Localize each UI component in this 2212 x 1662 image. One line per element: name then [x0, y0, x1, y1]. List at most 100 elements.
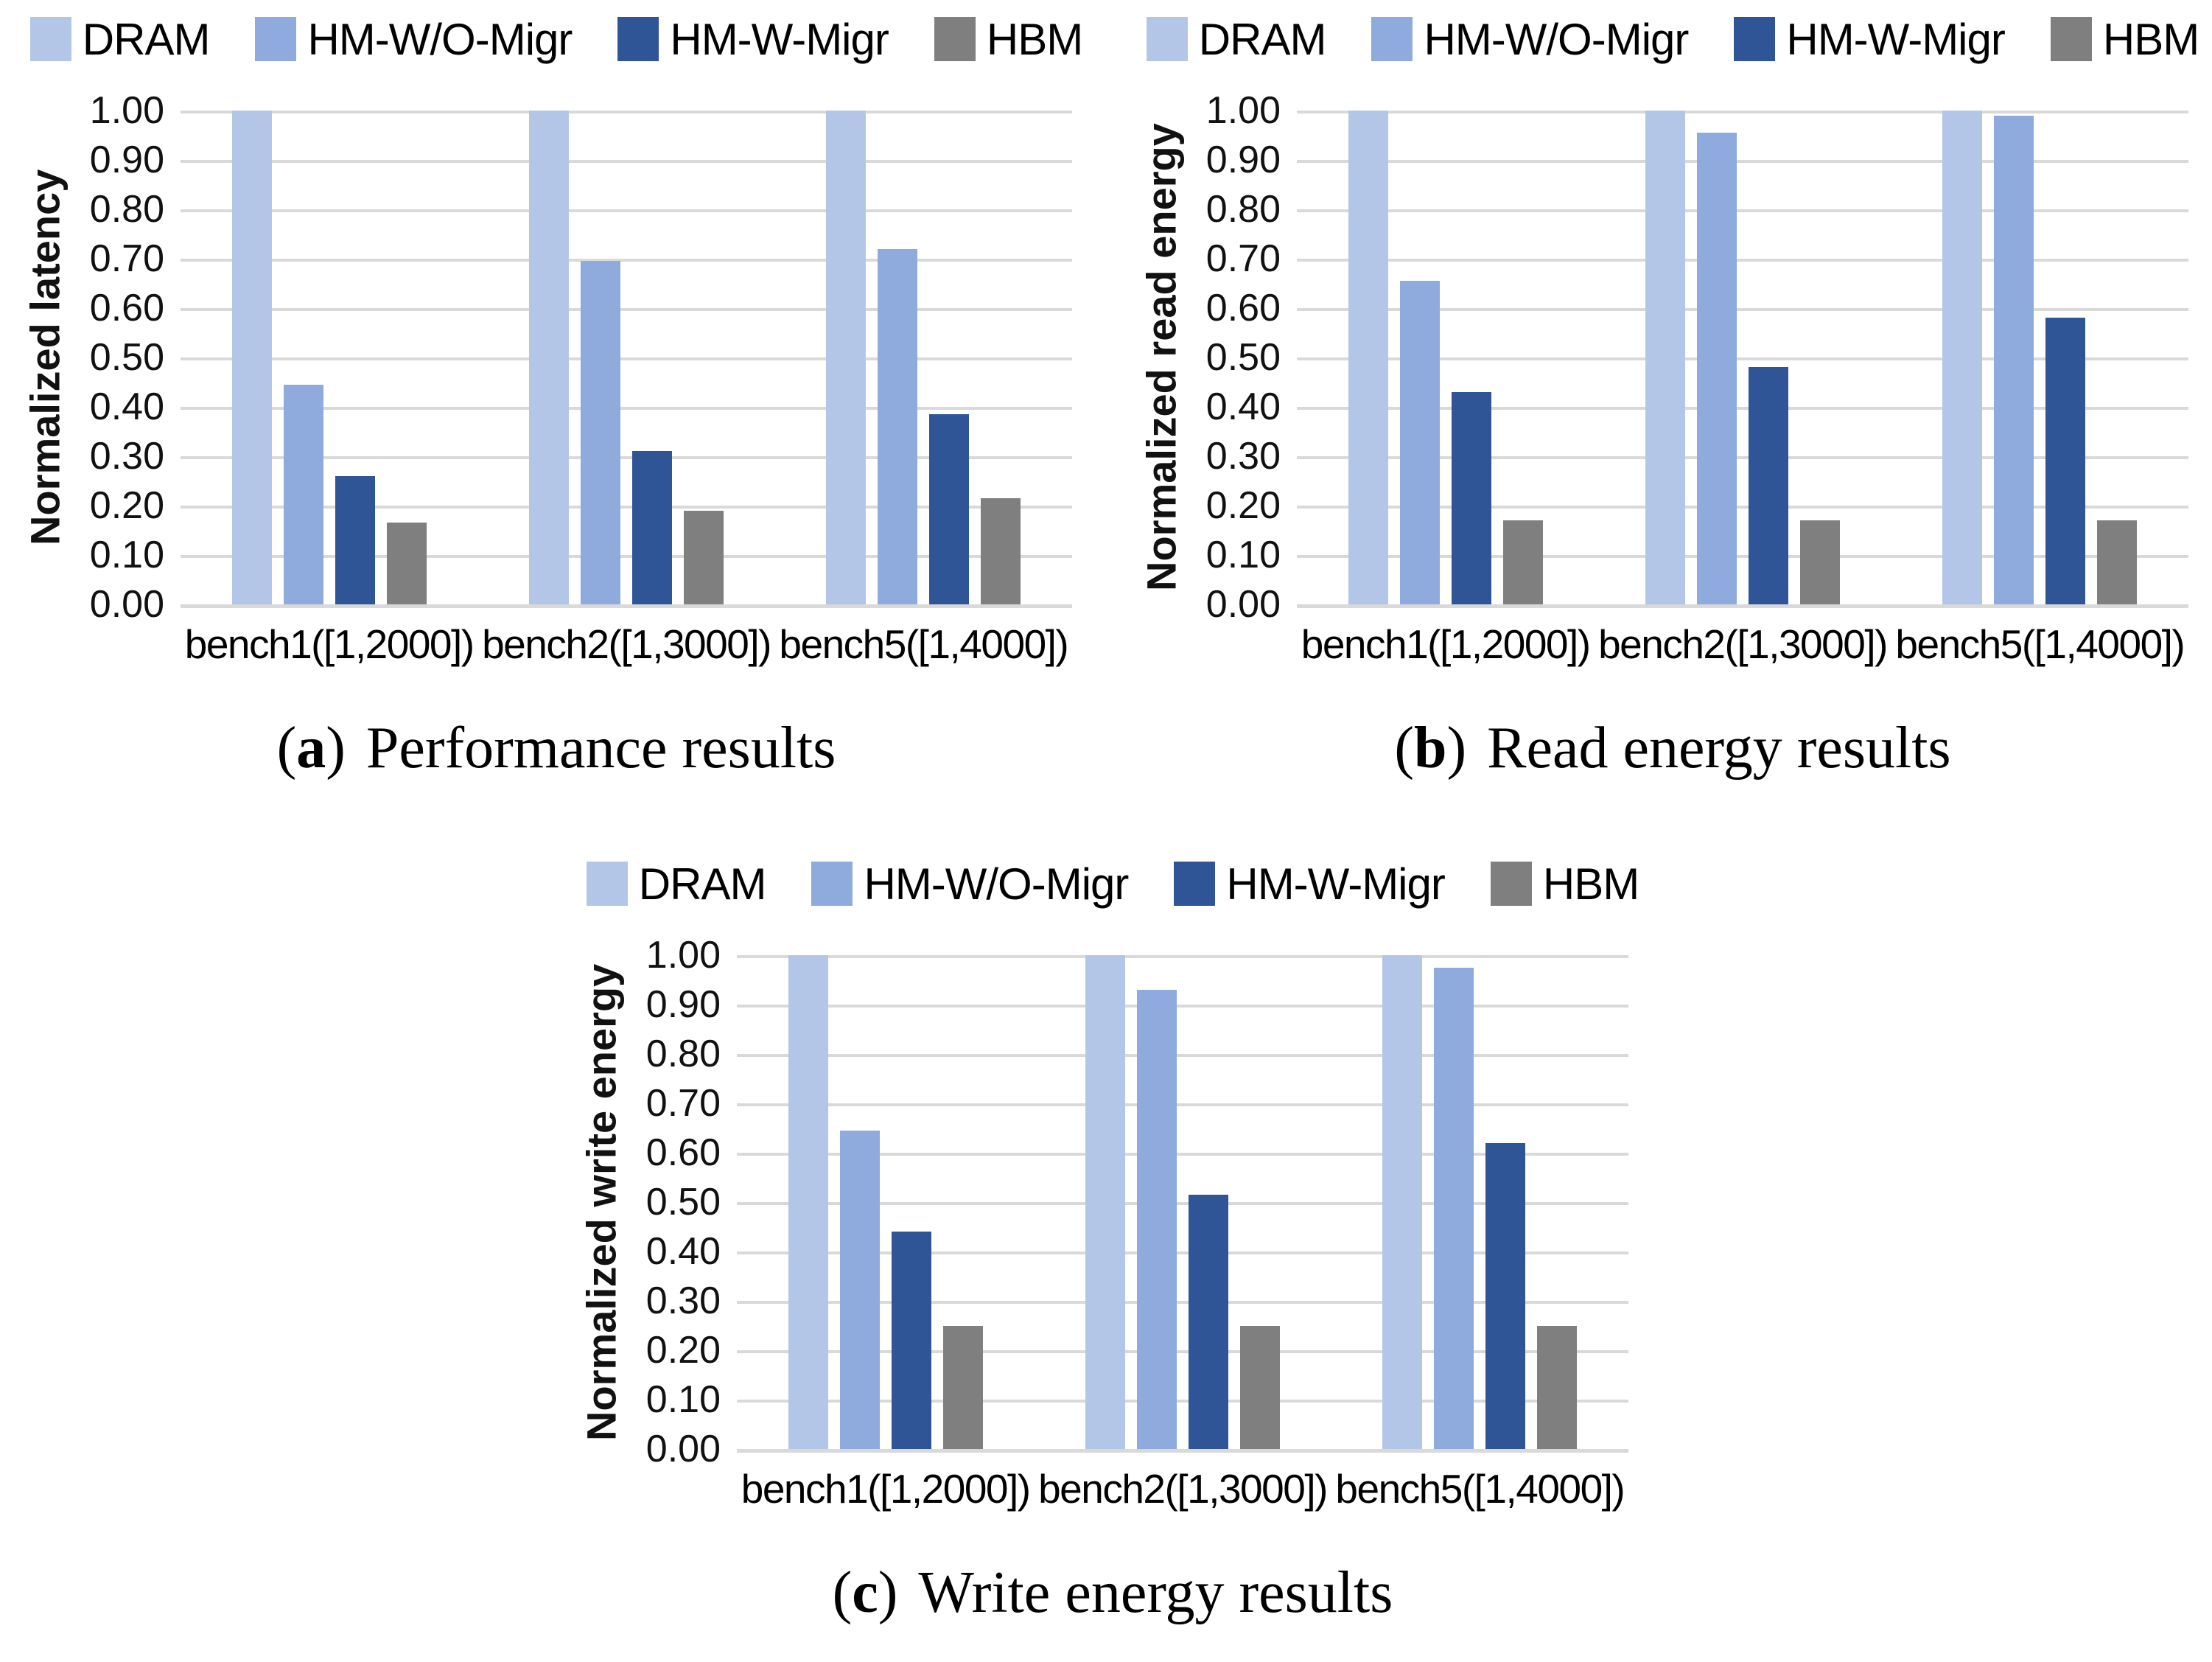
bar-hm-w/o-migr: [283, 384, 323, 604]
bar-dram: [1348, 111, 1388, 604]
y-tick-label: 0.20: [89, 484, 164, 527]
legend-label: HM-W-Migr: [1226, 859, 1445, 909]
y-tick-label: 0.40: [645, 1230, 721, 1273]
caption-a: (a) Performance results: [11, 715, 1102, 782]
bar-hm-w/o-migr: [1434, 967, 1474, 1449]
gridline: [1297, 209, 2188, 212]
gridline: [1297, 506, 2188, 509]
bar-groups: [181, 111, 1072, 604]
legend-label: DRAM: [638, 859, 767, 909]
legend-swatch-icon: [1371, 17, 1413, 61]
legend-label: HBM: [1542, 859, 1639, 909]
bar-hm-w/o-migr: [839, 1130, 880, 1449]
legend-item-hbm: HBM: [1490, 859, 1639, 909]
bar-hbm: [386, 523, 427, 604]
y-axis-ticks-b: 1.00 0.90 0.80 0.70 0.60 0.50 0.40 0.30 0.20 0.10…: [1127, 89, 1281, 626]
y-tick-label: 0.80: [89, 188, 164, 231]
gridline: [1297, 111, 2188, 114]
legend-item-hm-w/o-migr: HM-W/O-Migr: [1371, 14, 1689, 65]
legend-item-hbm: HBM: [2050, 14, 2199, 65]
x-tick-label: bench1([1,2000]): [1301, 621, 1591, 667]
x-tick-label: bench5([1,4000]): [779, 621, 1068, 667]
gridline: [737, 1153, 1628, 1156]
plot-area-c: [737, 955, 1628, 1453]
y-tick-label: 0.20: [645, 1329, 721, 1372]
legend-swatch-icon: [255, 17, 297, 61]
bar-dram: [826, 111, 867, 604]
y-tick-label: 0.50: [89, 336, 164, 379]
bar-hm-w/o-migr: [1994, 115, 2034, 604]
bar-dram: [1942, 111, 1983, 604]
bar-hm-w/o-migr: [580, 261, 620, 604]
gridline: [1297, 357, 2188, 360]
x-tick-label: bench1([1,2000]): [741, 1466, 1031, 1512]
plot-area-a: [181, 111, 1072, 608]
legend-label: HM-W/O-Migr: [864, 859, 1129, 909]
gridline: [181, 506, 1072, 509]
bar-dram: [788, 955, 828, 1449]
x-tick-label: bench2([1,3000]): [1598, 621, 1888, 667]
y-tick-label: 0.30: [1205, 435, 1281, 478]
bar-hbm: [683, 510, 724, 604]
x-axis-labels-a: bench1([1,2000]) bench2([1,3000]) bench5([…: [181, 621, 1072, 668]
gridline: [181, 555, 1072, 558]
legend-swatch-icon: [1490, 862, 1532, 906]
bar-hm-w-migr: [1451, 391, 1491, 604]
y-tick-label: 0.40: [89, 385, 164, 428]
chart-area-a: Normalized latency 1.00 0.90 0.80 0.70 0.60 0…: [11, 89, 1102, 626]
y-tick-label: 0.90: [89, 139, 164, 181]
x-tick-label: bench2([1,3000]): [1038, 1466, 1328, 1512]
y-tick-label: 0.10: [645, 1378, 721, 1421]
caption-paren-open: (: [276, 716, 297, 781]
caption-paren-open: (: [832, 1560, 853, 1625]
bar-dram: [1645, 111, 1685, 604]
y-tick-label: 0.60: [645, 1131, 721, 1174]
plot-area-b: [1297, 111, 2188, 608]
x-tick-label: bench5([1,4000]): [1895, 621, 2185, 667]
y-tick-label: 0.80: [1205, 188, 1281, 231]
x-tick-label: bench1([1,2000]): [184, 621, 475, 667]
gridline: [181, 308, 1072, 311]
gridline: [737, 1301, 1628, 1304]
y-tick-label: 0.00: [645, 1428, 721, 1470]
bar-hm-w/o-migr: [878, 248, 918, 604]
bar-hm-w-migr: [1485, 1142, 1526, 1449]
gridline: [1297, 259, 2188, 262]
bar-hm-w-migr: [631, 451, 672, 604]
caption-letter: a: [296, 716, 326, 781]
y-tick-label: 0.60: [89, 287, 164, 329]
legend-label: DRAM: [82, 14, 211, 64]
gridline: [1297, 407, 2188, 410]
bar-hm-w-migr: [1188, 1194, 1228, 1449]
bar-group-bench1([1,2000]): [231, 111, 427, 604]
legend-label: HM-W/O-Migr: [307, 14, 573, 64]
chart-area-c: Normalized write energy 1.00 0.90 0.80 0.70…: [567, 934, 1658, 1470]
legend-a: DRAM HM-W/O-Migr HM-W-Migr HBM: [11, 12, 1102, 66]
legend-b: DRAM HM-W/O-Migr HM-W-Migr HBM: [1127, 12, 2212, 66]
bar-hbm: [1799, 520, 1840, 604]
bar-group-bench1([1,2000]): [1348, 111, 1543, 604]
y-tick-label: 0.90: [645, 983, 721, 1026]
bar-group-bench2([1,3000]): [1645, 111, 1840, 604]
legend-swatch-icon: [1146, 17, 1188, 61]
caption-letter: b: [1414, 716, 1447, 781]
gridline: [737, 1350, 1628, 1353]
y-tick-label: 0.80: [645, 1033, 721, 1075]
bar-group-bench5([1,4000]): [826, 111, 1021, 604]
bar-hm-w-migr: [891, 1232, 931, 1449]
x-tick-label: bench5([1,4000]): [1335, 1466, 1625, 1512]
caption-b: (b) Read energy results: [1127, 715, 2212, 782]
y-tick-label: 1.00: [89, 89, 164, 132]
gridline: [1297, 555, 2188, 558]
gridline: [1297, 160, 2188, 163]
chart-panel-b: DRAM HM-W/O-Migr HM-W-Migr HBM Normalized r…: [1127, 9, 2212, 782]
bar-dram: [1085, 955, 1125, 1449]
bar-hbm: [1239, 1325, 1280, 1449]
y-tick-label: 0.90: [1205, 139, 1281, 181]
gridline: [181, 456, 1072, 459]
bar-hbm: [2097, 520, 2138, 604]
x-axis-labels-c: bench1([1,2000]) bench2([1,3000]) bench5([…: [737, 1465, 1628, 1512]
caption-text: Write energy results: [918, 1560, 1393, 1625]
gridline: [737, 1054, 1628, 1057]
gridline: [181, 357, 1072, 360]
